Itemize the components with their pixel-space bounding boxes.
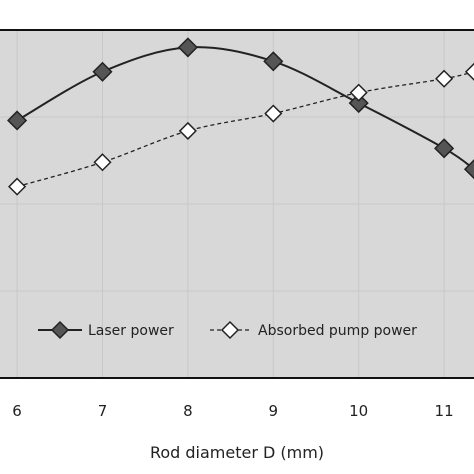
x-tick-label-0: 6 — [12, 402, 22, 420]
x-tick-label-2: 8 — [183, 402, 193, 420]
marker-0-6 — [463, 159, 474, 180]
series-layer — [7, 37, 474, 196]
marker-1-3 — [264, 104, 283, 123]
x-tick-label-3: 9 — [269, 402, 279, 420]
x-tick-label-4: 10 — [349, 402, 368, 420]
marker-0-0 — [7, 110, 28, 131]
grid-lines — [0, 30, 474, 378]
marker-1-1 — [93, 153, 112, 172]
x-tick-label-1: 7 — [98, 402, 108, 420]
marker-1-5 — [435, 69, 454, 88]
marker-0-4 — [348, 93, 369, 114]
x-tick-labels: 6 7 8 9 10 11 — [12, 402, 453, 420]
marker-1-0 — [8, 177, 27, 196]
marker-0-1 — [92, 61, 113, 82]
marker-0-2 — [177, 37, 198, 58]
marker-0-5 — [434, 138, 455, 159]
legend-marker-absorbed — [220, 320, 240, 340]
marker-1-2 — [178, 121, 197, 140]
x-axis-title: Rod diameter D (mm) — [150, 443, 324, 462]
marker-1-4 — [349, 83, 368, 102]
legend: Laser power Absorbed pump power — [38, 320, 417, 340]
legend-label-absorbed: Absorbed pump power — [258, 323, 417, 339]
marker-0-3 — [263, 51, 284, 72]
marker-1-6 — [464, 62, 474, 81]
legend-marker-laser — [50, 320, 70, 340]
legend-label-laser: Laser power — [88, 323, 174, 339]
x-tick-label-5: 11 — [435, 402, 454, 420]
